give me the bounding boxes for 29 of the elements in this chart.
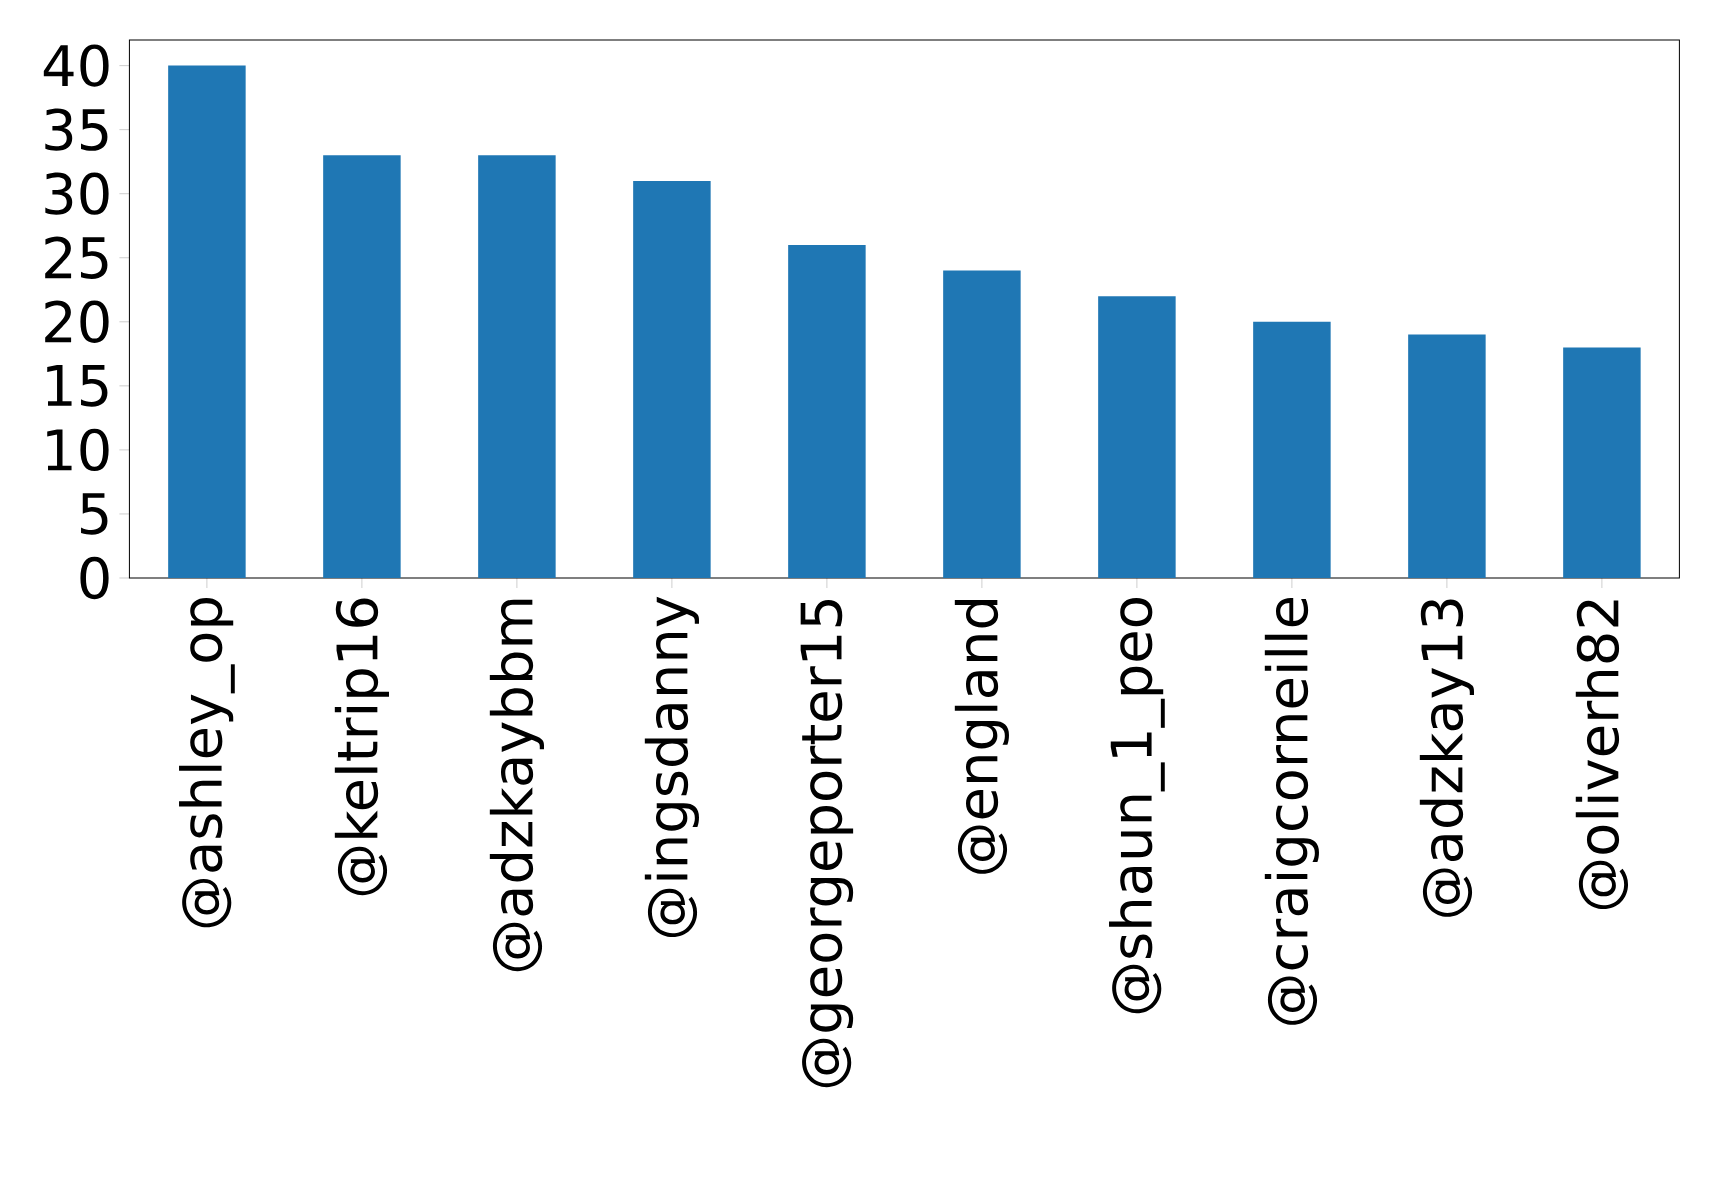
x-tick-label: @ingsdanny [644,596,699,938]
bar [1563,347,1641,578]
bar [323,155,401,578]
x-tick-label: @adzkay13 [1419,599,1474,917]
y-tick-label: 5 [81,493,108,535]
y-tick-label: 0 [80,556,109,600]
x-tick-label: @shaun_1_peo [1109,598,1165,1014]
x-tick-label: @adzkaybbm [489,599,544,972]
y-tick-label: 10 [47,428,109,472]
x-tick-label: @craigcorneille [1264,597,1319,1025]
bar [943,270,1021,578]
bar [478,155,556,578]
bar [1408,334,1486,578]
y-tick-label: 15 [47,365,108,407]
x-tick-label: @keltrip16 [334,598,389,896]
bar [633,180,711,578]
y-tick-label: 20 [45,300,109,343]
x-tick-label: @ashley_op [179,598,235,928]
x-tick-label: @england [954,600,1009,874]
y-tick-label: 30 [45,172,109,215]
x-tick-label: @oliverh82 [1575,600,1629,910]
bar [1098,296,1176,578]
y-tick-label: 35 [45,108,108,151]
bar [168,65,246,578]
y-tick-label: 40 [43,44,109,87]
x-tick-label: @georgeporter15 [800,599,854,1088]
bar [1253,321,1331,578]
y-tick-label: 25 [45,236,108,279]
bar [788,244,866,578]
